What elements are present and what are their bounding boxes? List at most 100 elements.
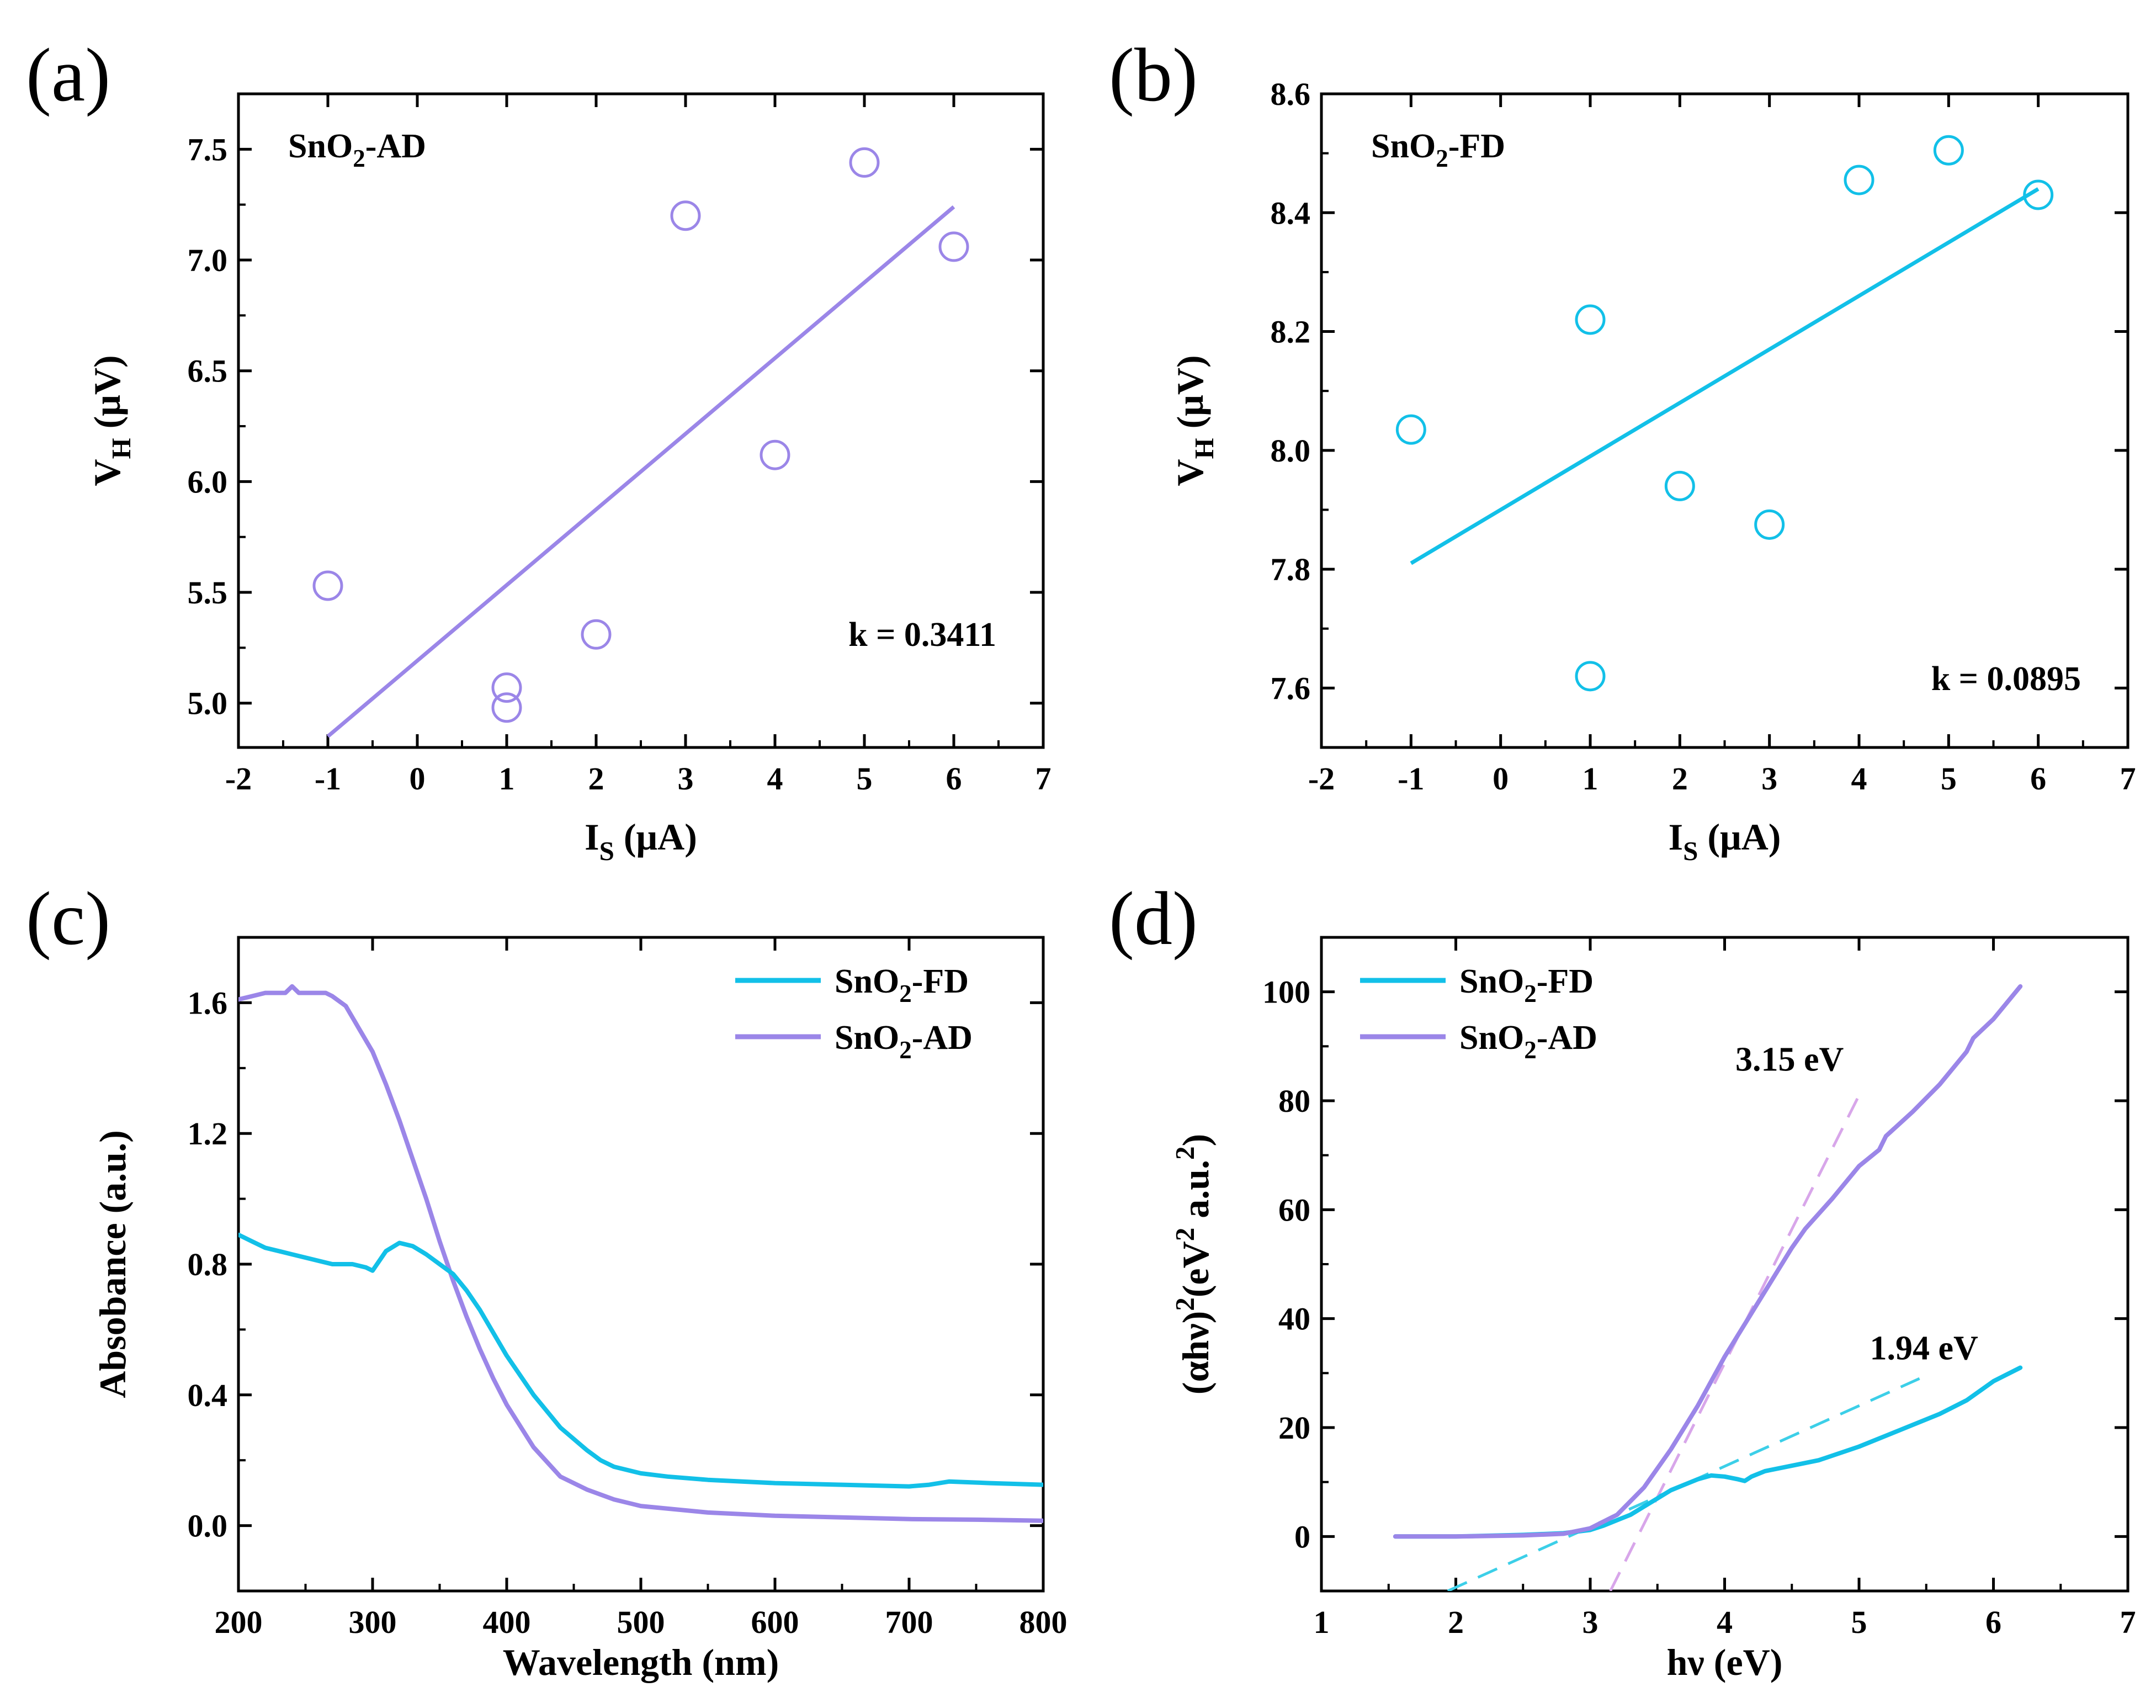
x-tick-label: 1 — [1583, 761, 1599, 797]
x-tick-label: 300 — [349, 1604, 397, 1640]
x-tick-label: 2 — [1448, 1604, 1464, 1640]
y-tick-label: 7.6 — [1271, 670, 1311, 706]
sample-label: SnO2-AD — [288, 128, 426, 172]
y-tick-label: 6.5 — [188, 353, 228, 389]
label-part: 2 — [899, 980, 912, 1007]
x-tick-label: 1 — [1314, 1604, 1330, 1640]
x-tick-label: 7 — [1035, 761, 1052, 797]
y-tick-label: 7.5 — [188, 131, 228, 167]
series-line-sno2-ad — [238, 984, 1043, 1523]
panel-label: (d) — [1109, 876, 1198, 961]
y-tick-label: 8.6 — [1271, 76, 1311, 112]
plot-area — [1393, 984, 2023, 1591]
label-part: a.u. — [1175, 1160, 1217, 1228]
x-tick-label: 4 — [1717, 1604, 1733, 1640]
label-part: V — [1169, 459, 1211, 486]
label-part: (eV — [1175, 1241, 1217, 1297]
y-tick-label: 20 — [1278, 1410, 1310, 1446]
y-tick-label: 7.0 — [188, 242, 228, 278]
x-tick-label: 3 — [1583, 1604, 1599, 1640]
x-tick-label: 5 — [1941, 761, 1957, 797]
label-part: 2 — [1436, 145, 1448, 172]
data-point — [849, 147, 880, 178]
label-part: SnO — [1459, 963, 1524, 1000]
plot-area — [238, 984, 1043, 1523]
label-part: SnO — [288, 128, 353, 165]
y-tick-label: 1.2 — [188, 1116, 228, 1152]
panel-a: -2 -1 0 1 2 3 4 5 6 75.05.56.06.57.07.5 SnO2-ADk =… — [26, 33, 1052, 866]
y-axis-title: VH (μV) — [86, 355, 136, 486]
fit-line — [326, 205, 955, 738]
data-point — [1754, 509, 1785, 540]
data-point — [1664, 470, 1695, 501]
label-part: V — [86, 459, 128, 486]
legend-label: SnO2-AD — [1459, 1019, 1597, 1064]
data-point — [312, 570, 343, 601]
label-part: 2 — [1170, 1297, 1200, 1311]
panel-label: (a) — [26, 33, 110, 117]
y-tick-label: 60 — [1278, 1192, 1310, 1228]
slope-annotation: k = 0.3411 — [848, 616, 996, 654]
panel-c: 200 300 400 500 600 700 8000.00.40.81.21.6SnO2… — [26, 876, 1068, 1683]
label-part: 2 — [899, 1036, 912, 1064]
label-part: S — [599, 836, 614, 866]
y-tick-label: 80 — [1278, 1083, 1310, 1119]
x-axis-title: Wavelength (nm) — [503, 1641, 779, 1683]
x-tick-label: 2 — [588, 761, 604, 797]
x-tick-label: 6 — [946, 761, 962, 797]
legend-label: SnO2-FD — [835, 963, 969, 1007]
x-tick-label: 7 — [2120, 761, 2136, 797]
y-axis-title: (αhν)2(eV2 a.u.2) — [1170, 1134, 1217, 1394]
data-point — [491, 672, 522, 703]
tangent-fit-line — [1447, 1377, 1920, 1591]
x-tick-label: 4 — [1851, 761, 1867, 797]
label-part: -FD — [1537, 963, 1594, 1000]
x-axis-title: IS (μA) — [1669, 816, 1781, 866]
x-axis-title: IS (μA) — [585, 816, 697, 866]
x-tick-label: 2 — [1672, 761, 1688, 797]
data-point — [938, 231, 969, 262]
legend-label: SnO2-AD — [835, 1019, 973, 1064]
y-tick-label: 0.8 — [188, 1246, 228, 1282]
x-tick-label: 7 — [2120, 1604, 2136, 1640]
label-part: S — [1683, 836, 1698, 866]
y-tick-label: 0.0 — [188, 1508, 228, 1544]
series-line-sno2-ad — [1393, 984, 2023, 1539]
y-tick-label: 8.2 — [1271, 314, 1311, 350]
label-part: SnO — [835, 1019, 899, 1057]
plot-frame — [1320, 92, 2130, 749]
sample-label: SnO2-FD — [1371, 128, 1505, 172]
x-tick-label: 5 — [1851, 1604, 1867, 1640]
y-tick-label: 5.5 — [188, 575, 228, 611]
label-part: (μV) — [86, 355, 128, 438]
y-tick-label: 1.6 — [188, 985, 228, 1021]
label-part: I — [1669, 816, 1683, 858]
bandgap-label: 1.94 eV — [1870, 1330, 1978, 1367]
label-part: I — [585, 816, 599, 858]
x-axis-title: hν (eV) — [1667, 1641, 1783, 1683]
x-tick-label: -1 — [1398, 761, 1424, 797]
y-tick-label: 8.0 — [1271, 433, 1311, 469]
data-point — [760, 439, 790, 470]
x-tick-label: 4 — [767, 761, 783, 797]
x-tick-label: 0 — [1493, 761, 1509, 797]
x-tick-label: 3 — [678, 761, 694, 797]
label-part: (μV) — [1169, 355, 1211, 438]
label-part: SnO — [835, 963, 899, 1000]
y-tick-label: 8.4 — [1271, 195, 1311, 231]
x-tick-label: 500 — [617, 1604, 665, 1640]
y-tick-label: 40 — [1278, 1301, 1310, 1337]
data-point — [2023, 179, 2054, 210]
x-tick-label: -1 — [315, 761, 341, 797]
label-part: ) — [1175, 1134, 1217, 1147]
label-part: (μA) — [614, 816, 697, 858]
x-tick-label: 3 — [1761, 761, 1777, 797]
series-line-sno2-fd — [238, 1232, 1043, 1489]
data-point — [491, 692, 522, 723]
data-point — [1933, 135, 1964, 166]
label-part: H — [106, 438, 136, 459]
data-point — [1575, 661, 1606, 692]
label-part: 2 — [1524, 1036, 1537, 1064]
